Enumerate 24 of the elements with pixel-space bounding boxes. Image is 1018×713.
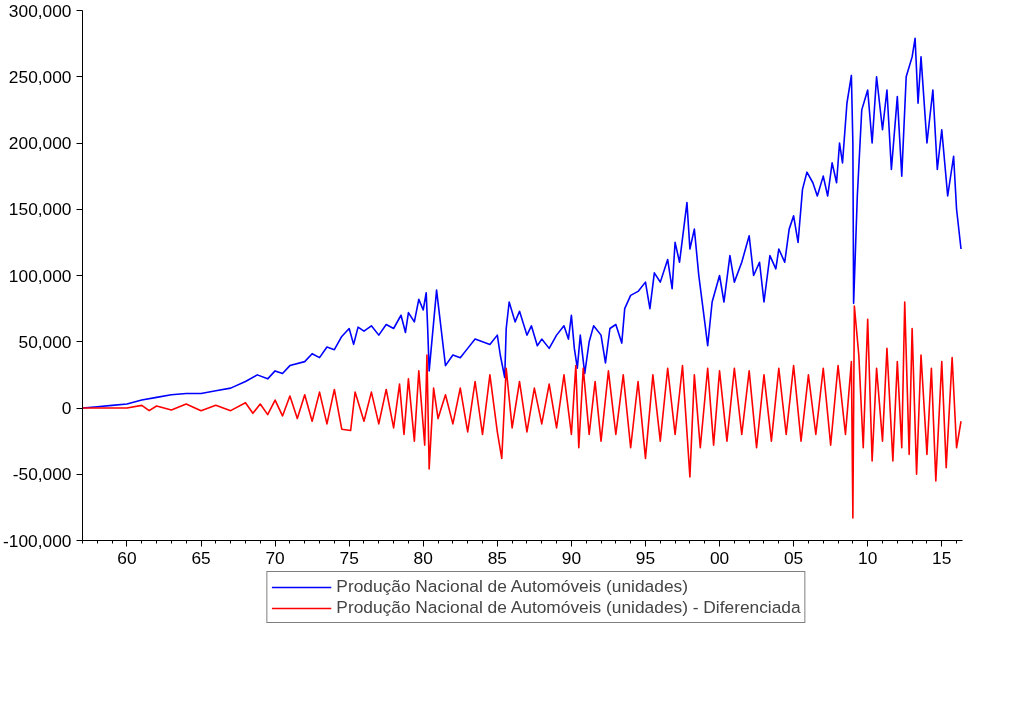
- legend-label: Produção Nacional de Automóveis (unidades) - Diferenciada: [336, 597, 801, 618]
- y-tick-label: 250,000: [8, 66, 72, 87]
- y-tick-label: 200,000: [8, 133, 72, 153]
- line-series: [82, 301, 962, 519]
- x-tick-label: 05: [783, 547, 804, 568]
- legend-label: Produção Nacional de Automóveis (unidades): [336, 576, 688, 597]
- x-tick-label: 60: [117, 547, 137, 568]
- x-tick-label: 75: [339, 547, 359, 568]
- x-tick-label: 00: [709, 547, 730, 568]
- y-tick-label: 0: [61, 398, 72, 418]
- x-tick-label: 10: [858, 547, 878, 568]
- y-tick-label: -50,000: [12, 464, 72, 485]
- x-tick-label: 15: [932, 547, 952, 568]
- y-tick-label: 300,000: [8, 0, 72, 21]
- x-tick-label: 65: [191, 547, 211, 568]
- x-tick-label: 85: [487, 547, 507, 568]
- x-tick-label: 70: [265, 547, 285, 568]
- y-tick-label: 150,000: [8, 199, 72, 220]
- y-tick-label: 50,000: [18, 331, 72, 352]
- x-tick-label: 95: [635, 547, 656, 568]
- x-tick-label: 90: [561, 547, 582, 568]
- y-tick-label: 100,000: [8, 265, 72, 286]
- y-tick-label: -100,000: [3, 530, 72, 551]
- x-tick-label: 80: [413, 547, 433, 568]
